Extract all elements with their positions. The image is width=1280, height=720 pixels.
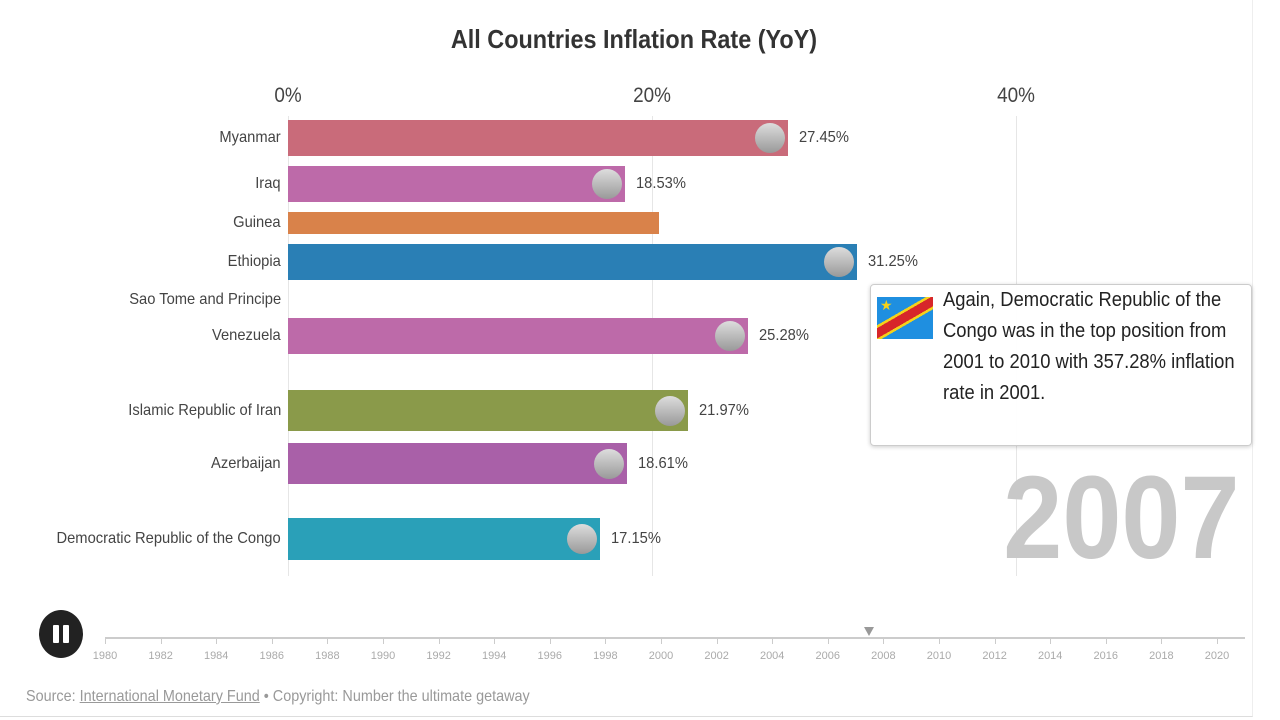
- timeline-tick: [327, 638, 329, 644]
- value-label: 17.15%: [611, 530, 662, 547]
- timeline-year[interactable]: 1988: [315, 650, 340, 662]
- bar-iraq: [288, 166, 626, 202]
- flag-icon: [567, 524, 598, 554]
- x-tick-label: 0%: [274, 84, 302, 107]
- timeline-tick: [1161, 638, 1163, 644]
- bar-islamic-republic-of-iran: [288, 390, 688, 431]
- timeline-tick: [494, 638, 496, 644]
- timeline-tick: [383, 638, 384, 644]
- timeline-tick: [1105, 638, 1107, 644]
- value-label: 31.25%: [867, 253, 918, 270]
- pause-icon-bar: [63, 625, 69, 643]
- annotation-tooltip: ★ Again, Democratic Republic of the Cong…: [870, 284, 1252, 446]
- timeline-year[interactable]: 2006: [815, 650, 841, 662]
- category-label: Venezuela: [212, 327, 281, 344]
- bar-democratic-republic-of-the-congo: [288, 518, 601, 560]
- timeline-tick: [549, 638, 551, 644]
- timeline-year[interactable]: 1990: [370, 650, 396, 662]
- source-prefix: Source:: [26, 688, 80, 705]
- source-link[interactable]: International Monetary Fund: [79, 688, 260, 705]
- bar-azerbaijan: [288, 443, 627, 484]
- timeline-year[interactable]: 2016: [1093, 650, 1119, 662]
- value-label: 21.97%: [698, 401, 749, 419]
- timeline-tick: [160, 638, 162, 644]
- flag-icon: [754, 123, 785, 153]
- timeline-tick: [605, 638, 607, 644]
- chart-frame: [0, 0, 1253, 717]
- bar-ethiopia: [288, 244, 857, 280]
- drc-flag-icon: ★: [877, 297, 933, 339]
- category-label: Ethiopia: [227, 253, 281, 270]
- category-label: Iraq: [255, 175, 281, 192]
- timeline-year[interactable]: 2008: [871, 650, 896, 662]
- timeline-year[interactable]: 1982: [148, 650, 173, 662]
- flag-icon: [592, 169, 623, 199]
- timeline-year[interactable]: 1986: [259, 650, 285, 662]
- flag-icon: [654, 395, 685, 426]
- timeline-tick: [216, 638, 218, 644]
- value-label: 27.45%: [798, 129, 849, 146]
- timeline-year[interactable]: 1980: [92, 650, 118, 662]
- category-label: Democratic Republic of the Congo: [56, 530, 281, 547]
- timeline-tick: [1217, 638, 1218, 644]
- value-label: 18.53%: [636, 175, 687, 192]
- pause-button[interactable]: [39, 610, 83, 658]
- timeline-year[interactable]: 1994: [481, 650, 507, 662]
- category-label: Myanmar: [219, 129, 281, 146]
- timeline-year[interactable]: 2002: [704, 650, 729, 662]
- tooltip-text: Again, Democratic Republic of the Congo …: [943, 289, 1235, 404]
- chart-title: All Countries Inflation Rate (YoY): [450, 24, 818, 54]
- timeline-tick: [939, 638, 940, 644]
- x-tick-label: 40%: [997, 84, 1035, 107]
- timeline-year[interactable]: 1992: [426, 650, 451, 662]
- flag-icon: [823, 247, 854, 277]
- timeline-tick: [661, 638, 662, 644]
- timeline-tick: [1050, 638, 1052, 644]
- timeline-slider[interactable]: [105, 637, 1245, 639]
- timeline-marker[interactable]: [864, 627, 874, 636]
- timeline-tick: [716, 638, 718, 644]
- category-label: Islamic Republic of Iran: [128, 401, 281, 419]
- bar-venezuela: [288, 318, 749, 354]
- timeline-year[interactable]: 2012: [982, 650, 1007, 662]
- current-year: 2007: [1003, 452, 1240, 584]
- value-label: 25.28%: [759, 327, 810, 344]
- timeline-year[interactable]: 2010: [926, 650, 952, 662]
- timeline-year[interactable]: 2004: [759, 650, 785, 662]
- timeline-year[interactable]: 2018: [1149, 650, 1174, 662]
- copyright-text: • Copyright: Number the ultimate getaway: [259, 688, 530, 705]
- flag-icon: [593, 448, 624, 479]
- timeline-tick: [994, 638, 996, 644]
- pause-icon: [53, 625, 59, 643]
- category-label: Guinea: [233, 214, 281, 231]
- x-tick-label: 20%: [633, 84, 671, 107]
- timeline-year[interactable]: 2000: [648, 650, 674, 662]
- timeline-tick: [105, 638, 106, 644]
- flag-icon: [715, 321, 746, 351]
- timeline-year[interactable]: 2014: [1037, 650, 1063, 662]
- timeline-tick: [438, 638, 440, 644]
- bar-guinea: [288, 212, 660, 234]
- timeline-tick: [883, 638, 885, 644]
- timeline-tick: [772, 638, 774, 644]
- value-label: 18.61%: [637, 454, 688, 472]
- timeline-year[interactable]: 1996: [537, 650, 563, 662]
- category-label: Azerbaijan: [211, 454, 281, 472]
- timeline-year[interactable]: 1984: [203, 650, 229, 662]
- bar-myanmar: [288, 120, 788, 156]
- timeline-year[interactable]: 1998: [593, 650, 618, 662]
- timeline-tick: [827, 638, 829, 644]
- source-credit: Source: International Monetary Fund • Co…: [26, 688, 530, 706]
- category-label: Sao Tome and Principe: [129, 291, 281, 308]
- timeline-tick: [271, 638, 273, 644]
- timeline-year[interactable]: 2020: [1204, 650, 1230, 662]
